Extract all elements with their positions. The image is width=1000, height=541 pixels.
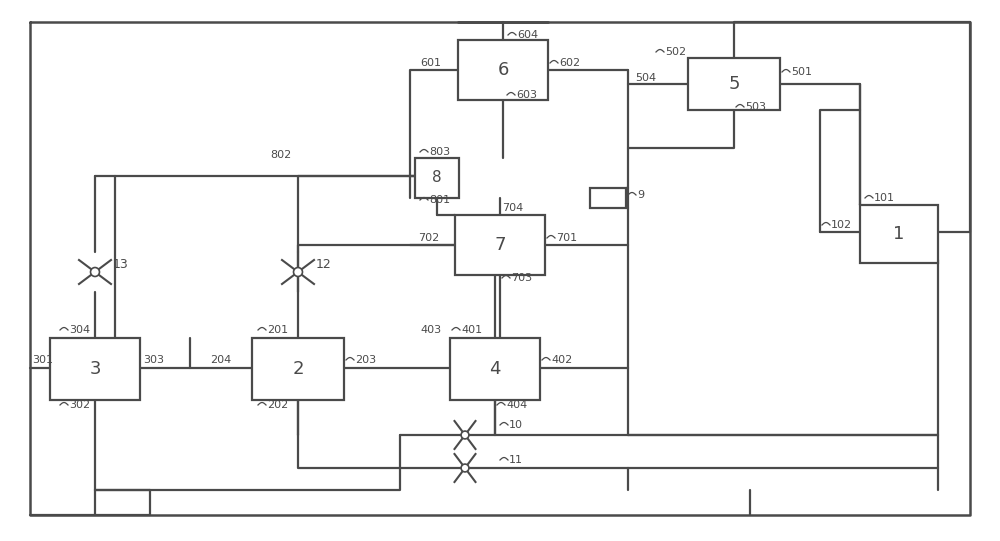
Text: 301: 301 bbox=[32, 355, 53, 365]
Text: 102: 102 bbox=[831, 220, 852, 230]
Text: 601: 601 bbox=[420, 58, 441, 68]
Text: 801: 801 bbox=[429, 195, 450, 205]
Text: 704: 704 bbox=[502, 203, 523, 213]
Bar bbox=[50, 338, 140, 400]
Text: 4: 4 bbox=[489, 360, 501, 378]
Text: 302: 302 bbox=[69, 400, 90, 410]
Text: 202: 202 bbox=[267, 400, 288, 410]
Circle shape bbox=[461, 464, 469, 472]
Text: 403: 403 bbox=[420, 325, 441, 335]
Bar bbox=[450, 338, 540, 400]
Text: 201: 201 bbox=[267, 325, 288, 335]
Text: 1: 1 bbox=[893, 225, 905, 243]
Text: 11: 11 bbox=[509, 455, 523, 465]
Circle shape bbox=[294, 267, 302, 276]
Text: 303: 303 bbox=[143, 355, 164, 365]
Text: 802: 802 bbox=[270, 150, 291, 160]
Text: 602: 602 bbox=[559, 58, 580, 68]
Text: 502: 502 bbox=[665, 47, 686, 57]
Text: 2: 2 bbox=[292, 360, 304, 378]
Text: 503: 503 bbox=[745, 102, 766, 112]
Text: 9: 9 bbox=[637, 190, 644, 200]
Text: 6: 6 bbox=[497, 61, 509, 79]
Text: 5: 5 bbox=[728, 75, 740, 93]
Text: 703: 703 bbox=[511, 273, 532, 283]
Text: 203: 203 bbox=[355, 355, 376, 365]
Text: 3: 3 bbox=[89, 360, 101, 378]
Text: 13: 13 bbox=[113, 259, 129, 272]
Text: 504: 504 bbox=[635, 73, 656, 83]
Text: 401: 401 bbox=[461, 325, 482, 335]
Text: 204: 204 bbox=[210, 355, 231, 365]
Text: 803: 803 bbox=[429, 147, 450, 157]
Text: 7: 7 bbox=[494, 236, 506, 254]
Bar bbox=[415, 158, 459, 198]
Text: 404: 404 bbox=[506, 400, 527, 410]
Bar bbox=[455, 215, 545, 275]
Text: 702: 702 bbox=[418, 233, 439, 243]
Text: 8: 8 bbox=[432, 170, 442, 186]
Text: 604: 604 bbox=[517, 30, 538, 40]
Text: 402: 402 bbox=[551, 355, 572, 365]
Circle shape bbox=[461, 431, 469, 439]
Bar bbox=[860, 205, 938, 263]
Text: 603: 603 bbox=[516, 90, 537, 100]
Text: 10: 10 bbox=[509, 420, 523, 430]
Text: 304: 304 bbox=[69, 325, 90, 335]
Bar bbox=[688, 58, 780, 110]
Text: 12: 12 bbox=[316, 259, 332, 272]
Text: 501: 501 bbox=[791, 67, 812, 77]
Text: 701: 701 bbox=[556, 233, 577, 243]
Text: 101: 101 bbox=[874, 193, 895, 203]
Bar bbox=[252, 338, 344, 400]
Circle shape bbox=[91, 267, 99, 276]
Bar bbox=[458, 40, 548, 100]
Bar bbox=[590, 188, 626, 208]
